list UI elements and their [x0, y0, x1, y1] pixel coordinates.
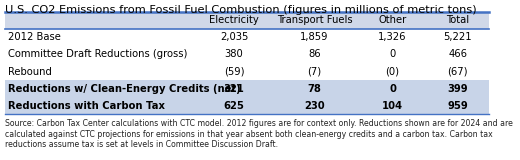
Text: Total: Total: [446, 15, 469, 25]
Text: 1,326: 1,326: [379, 32, 407, 42]
Text: Committee Draft Reductions (gross): Committee Draft Reductions (gross): [8, 49, 187, 60]
Text: 104: 104: [382, 101, 403, 111]
Text: 230: 230: [304, 101, 325, 111]
Text: U.S. CO2 Emissions from Fossil Fuel Combustion (figures in millions of metric to: U.S. CO2 Emissions from Fossil Fuel Comb…: [5, 5, 477, 15]
Text: 2,035: 2,035: [220, 32, 248, 42]
Bar: [5, 97, 489, 114]
Text: (59): (59): [224, 67, 244, 77]
Text: 466: 466: [448, 49, 467, 60]
Text: 86: 86: [308, 49, 321, 60]
Text: 399: 399: [447, 84, 468, 94]
Text: 0: 0: [389, 84, 396, 94]
Text: 78: 78: [308, 84, 321, 94]
Bar: [5, 80, 489, 97]
Text: Reductions w/ Clean-Energy Credits (net): Reductions w/ Clean-Energy Credits (net): [8, 84, 240, 94]
Text: 321: 321: [224, 84, 244, 94]
Text: 1,859: 1,859: [301, 32, 329, 42]
Text: 2012 Base: 2012 Base: [8, 32, 61, 42]
Text: 0: 0: [389, 49, 396, 60]
Text: Electricity: Electricity: [209, 15, 259, 25]
Text: (0): (0): [386, 67, 399, 77]
Text: Reductions with Carbon Tax: Reductions with Carbon Tax: [8, 101, 165, 111]
Text: Rebound: Rebound: [8, 67, 51, 77]
Text: 5,221: 5,221: [443, 32, 472, 42]
Text: (7): (7): [307, 67, 322, 77]
Text: Other: Other: [379, 15, 407, 25]
Text: (67): (67): [447, 67, 468, 77]
Bar: [5, 12, 489, 29]
Text: Transport Fuels: Transport Fuels: [277, 15, 353, 25]
Text: 959: 959: [447, 101, 468, 111]
Text: 380: 380: [225, 49, 243, 60]
Text: Source: Carbon Tax Center calculations with CTC model. 2012 figures are for cont: Source: Carbon Tax Center calculations w…: [5, 119, 513, 149]
Text: 625: 625: [224, 101, 244, 111]
